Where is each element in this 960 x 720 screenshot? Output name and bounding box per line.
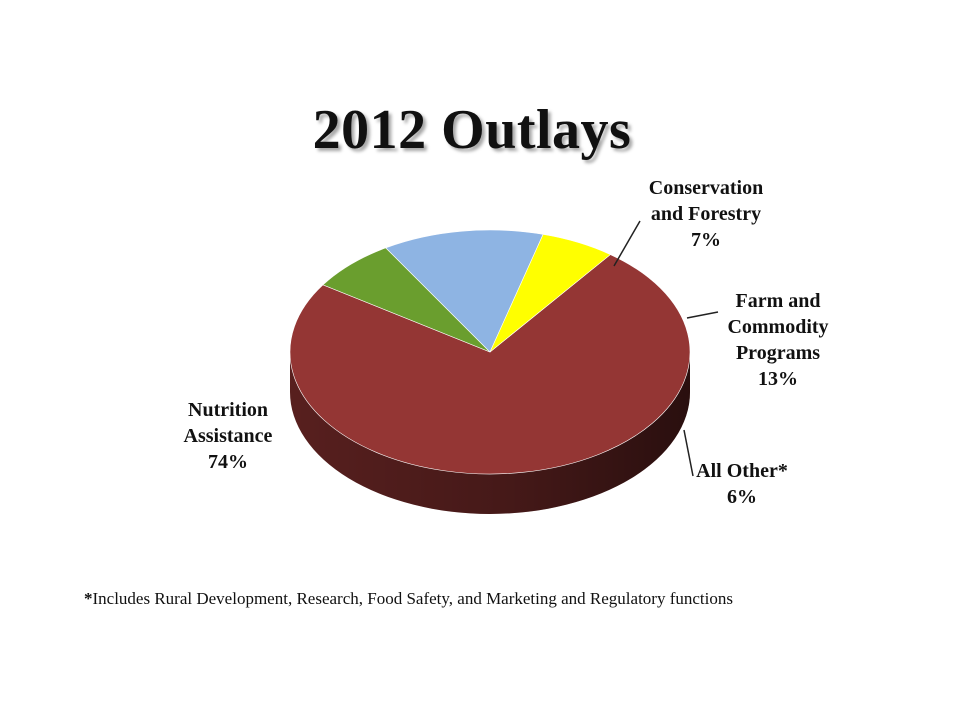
pie-slice-0 — [289, 254, 691, 475]
pie-slice-3 — [489, 234, 611, 353]
slice-label-0: Nutrition Assistance 74% — [184, 399, 273, 473]
footnote-marker: * — [84, 589, 93, 608]
slice-label-0-line-2: 74% — [208, 451, 248, 473]
slice-label-2-line-3: 13% — [758, 368, 798, 390]
pie-sides — [290, 352, 690, 514]
slice-label-2: Farm and Commodity Programs 13% — [727, 290, 828, 390]
pie-labels: Nutrition Assistance 74% Conservation and Fo… — [184, 177, 829, 508]
leader-line-3 — [683, 429, 694, 477]
slice-label-1-line-0: Conservation — [649, 177, 763, 199]
slice-label-3: All Other* 6% — [696, 460, 788, 508]
chart-title: 2012 Outlays — [312, 99, 632, 161]
pie-leaders — [613, 220, 719, 477]
footnote-text: Includes Rural Development, Research, Fo… — [92, 589, 733, 608]
slice-label-2-line-2: Programs — [736, 342, 820, 364]
slice-label-0-line-1: Assistance — [184, 425, 273, 447]
slice-label-3-line-1: 6% — [727, 486, 757, 508]
slice-label-3-line-0: All Other* — [696, 460, 788, 482]
slice-label-2-line-0: Farm and — [736, 290, 821, 312]
pie-slice-2 — [385, 229, 544, 353]
slice-label-2-line-1: Commodity — [727, 316, 828, 338]
leader-line-1 — [613, 220, 641, 267]
pie-tops — [289, 229, 691, 475]
slice-label-1-line-1: and Forestry — [651, 203, 761, 225]
pie-slice-side-shade-0 — [290, 352, 690, 514]
slice-label-1-line-2: 7% — [691, 229, 721, 251]
footnote: *Includes Rural Development, Research, F… — [84, 589, 733, 609]
slice-label-0-line-0: Nutrition — [188, 399, 268, 421]
slice-label-1: Conservation and Forestry 7% — [649, 177, 763, 251]
leader-line-2 — [686, 311, 719, 319]
